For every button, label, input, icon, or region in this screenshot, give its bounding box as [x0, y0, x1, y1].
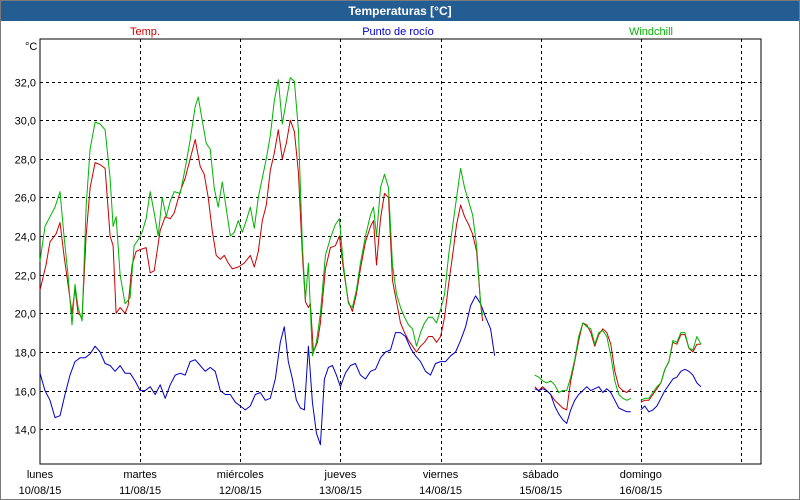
x-date-label: 10/08/15 [19, 485, 62, 497]
y-tick-label: 32,0 [15, 78, 36, 90]
plot-area [39, 38, 762, 465]
series-line-punto-de-roc-o [534, 386, 631, 424]
y-tick-label: 26,0 [15, 193, 36, 205]
y-tick-label: 16,0 [15, 387, 36, 399]
y-tick-label: 24,0 [15, 232, 36, 244]
y-axis-unit: °C [25, 41, 37, 53]
x-day-label: jueves [324, 469, 357, 481]
series-line-windchill [39, 77, 484, 357]
x-day-label: miércoles [217, 469, 265, 481]
chart-title: Temperaturas [°C] [1, 1, 799, 21]
x-date-label: 13/08/15 [319, 485, 362, 497]
x-date-label: 11/08/15 [119, 485, 161, 497]
series-line-windchill [534, 322, 632, 401]
series-line-punto-de-roc-o [39, 295, 496, 446]
x-date-label: 12/08/15 [219, 485, 262, 497]
x-date-label: 14/08/15 [419, 485, 462, 497]
y-tick-label: 30,0 [15, 116, 36, 128]
legend-temp-: Temp. [130, 26, 160, 38]
y-tick-label: 22,0 [15, 271, 36, 283]
y-tick-label: 28,0 [15, 155, 36, 167]
series-line-windchill [640, 332, 702, 401]
legend-punto-de-roc-o: Punto de rocío [362, 26, 434, 38]
y-tick-label: 18,0 [15, 348, 36, 360]
series-line-punto-de-roc-o [640, 368, 702, 413]
x-date-label: 15/08/15 [519, 485, 562, 497]
x-date-label: 16/08/15 [619, 485, 662, 497]
x-day-label: martes [123, 469, 157, 481]
x-day-label: viernes [423, 469, 459, 481]
x-day-label: sábado [523, 469, 559, 481]
x-day-label: lunes [27, 469, 54, 481]
y-tick-label: 20,0 [15, 309, 36, 321]
y-tick-label: 14,0 [15, 425, 36, 437]
series-line-temp- [39, 119, 484, 353]
x-day-label: domingo [620, 469, 662, 481]
legend-windchill: Windchill [629, 26, 673, 38]
